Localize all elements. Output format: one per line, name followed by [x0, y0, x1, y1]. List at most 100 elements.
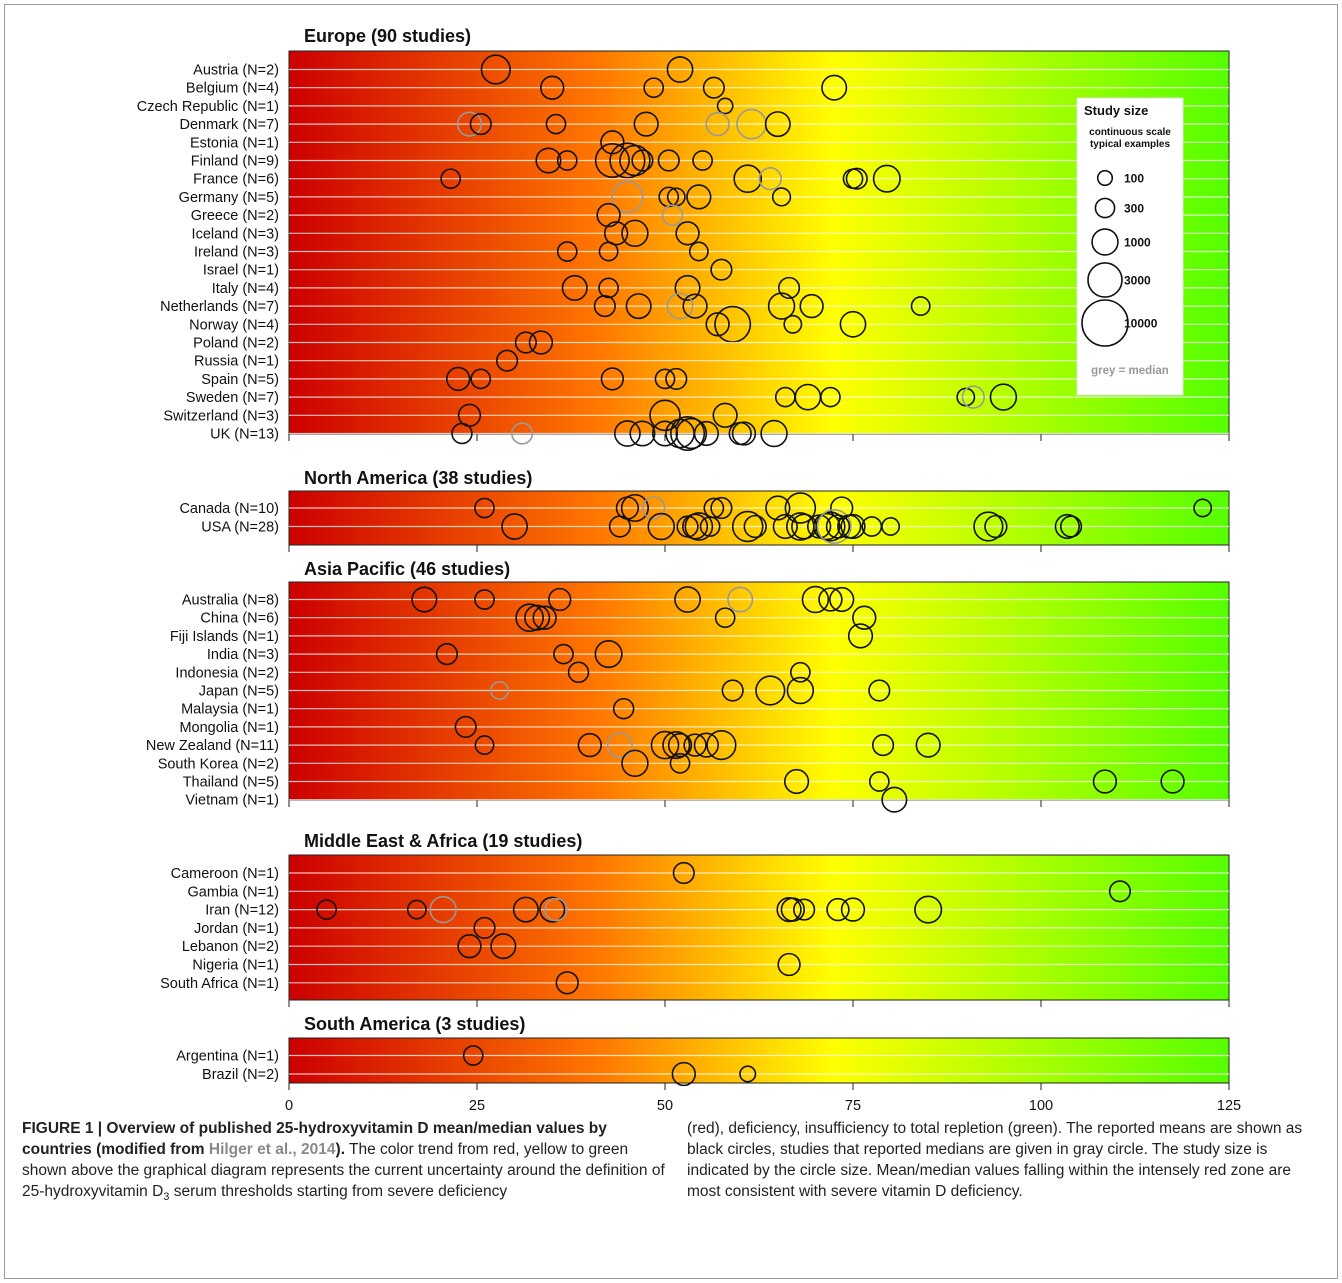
mean-circle — [820, 386, 841, 408]
mean-circle — [473, 916, 496, 939]
mean-circle — [839, 310, 867, 338]
x-tick-label: 100 — [1029, 1098, 1053, 1110]
mean-circle — [567, 661, 590, 684]
mean-circle — [973, 511, 1004, 542]
row-label: USA (N=28) — [201, 520, 279, 536]
mean-circle — [603, 221, 629, 246]
mean-circle — [577, 732, 602, 758]
mean-circle — [675, 417, 708, 450]
mean-circle — [528, 330, 554, 355]
mean-circle — [665, 367, 688, 390]
mean-circle — [812, 512, 841, 541]
mean-circle — [801, 585, 830, 614]
mean-circle — [650, 730, 680, 760]
mean-circle — [598, 277, 619, 299]
row-label: Australia (N=8) — [182, 593, 279, 609]
mean-circle — [451, 422, 473, 445]
median-circle — [544, 897, 568, 922]
mean-circle — [783, 314, 803, 334]
mean-circle — [710, 496, 733, 520]
mean-circle — [852, 605, 877, 630]
mean-circle — [688, 241, 709, 262]
mean-circle — [1054, 513, 1080, 540]
mean-circle — [706, 729, 737, 761]
mean-circle — [594, 142, 630, 179]
mean-circle — [457, 934, 482, 959]
mean-circle — [777, 952, 801, 977]
mean-circle — [984, 514, 1008, 539]
median-circle — [705, 111, 730, 137]
mean-circle — [540, 75, 565, 100]
row-label: Jordan (N=1) — [194, 921, 279, 937]
mean-circle — [799, 293, 824, 319]
mean-circle — [733, 164, 763, 194]
panel-south-america: South America (3 studies) Argentina (N=1)… — [176, 1014, 1230, 1090]
mean-circle — [446, 366, 471, 392]
row-label: Argentina (N=1) — [176, 1049, 279, 1065]
panel-middle-east-africa: Middle East & Africa (19 studies) Cameroo… — [160, 831, 1230, 1007]
row-label: Thailand (N=5) — [183, 775, 279, 791]
mean-circle — [777, 276, 801, 299]
mean-circle — [847, 623, 874, 649]
x-tick-label: 25 — [469, 1098, 485, 1110]
mean-circle — [731, 510, 764, 543]
mean-circle — [868, 771, 890, 792]
mean-circle — [1193, 498, 1213, 518]
mean-circle — [514, 331, 537, 354]
mean-circle — [910, 296, 931, 317]
mean-circle — [989, 383, 1018, 411]
legend-box — [1076, 97, 1184, 396]
mean-circle — [435, 643, 459, 666]
legend-subtitle: typical examples — [1090, 139, 1170, 150]
mean-circle — [771, 187, 792, 207]
legend-size-label: 10000 — [1124, 317, 1158, 331]
median-circle — [611, 180, 644, 214]
median-circle — [816, 508, 852, 545]
mean-circle — [411, 586, 438, 613]
mean-circle — [651, 420, 679, 447]
mean-circle — [556, 150, 578, 171]
chart-panels: Europe (90 studies) Austria (N=2) Belgium … — [137, 26, 1230, 1090]
mean-circle — [826, 897, 850, 922]
median-circle — [490, 681, 510, 700]
mean-circle — [815, 511, 846, 542]
mean-circle — [692, 150, 713, 171]
mean-circle — [469, 113, 492, 136]
x-tick-label: 50 — [657, 1098, 673, 1110]
row-label: Estonia (N=1) — [190, 135, 279, 151]
mean-circle — [555, 971, 579, 995]
mean-circle — [440, 168, 462, 190]
mean-circle — [669, 752, 691, 774]
mean-circle — [556, 241, 578, 262]
figure-frame — [4, 4, 1338, 1279]
row-label: Israel (N=1) — [203, 263, 279, 279]
row-label: Switzerland (N=3) — [163, 408, 279, 424]
caption-citation-link[interactable]: Hilger et al., 2014 — [208, 1141, 336, 1158]
mean-circle — [914, 895, 943, 924]
row-label: Iran (N=12) — [205, 903, 279, 919]
mean-circle — [705, 312, 730, 337]
mean-circle — [686, 184, 712, 210]
panel-title: Europe (90 studies) — [304, 26, 471, 46]
mean-circle — [881, 786, 908, 813]
mean-circle — [643, 77, 665, 99]
median-circle — [727, 586, 754, 613]
mean-circle — [674, 274, 701, 301]
legend-size-circle — [1087, 262, 1123, 298]
mean-circle — [674, 586, 701, 613]
mean-circle — [731, 421, 757, 446]
row-label: New Zealand (N=11) — [146, 738, 279, 754]
mean-circle — [524, 604, 551, 631]
legend-size-label: 3000 — [1124, 274, 1151, 288]
row-label: Ireland (N=3) — [194, 245, 279, 261]
mean-circle — [474, 497, 495, 519]
mean-circle — [609, 142, 646, 179]
mean-circle — [818, 587, 843, 612]
median-circle — [606, 732, 633, 759]
mean-circle — [710, 258, 733, 281]
caption-right-column: (red), deficiency, insufficiency to tota… — [687, 1120, 1303, 1200]
mean-circle — [625, 293, 652, 320]
mean-circle — [548, 587, 572, 612]
row-label: Canada (N=10) — [179, 501, 279, 517]
mean-circle — [776, 896, 802, 923]
